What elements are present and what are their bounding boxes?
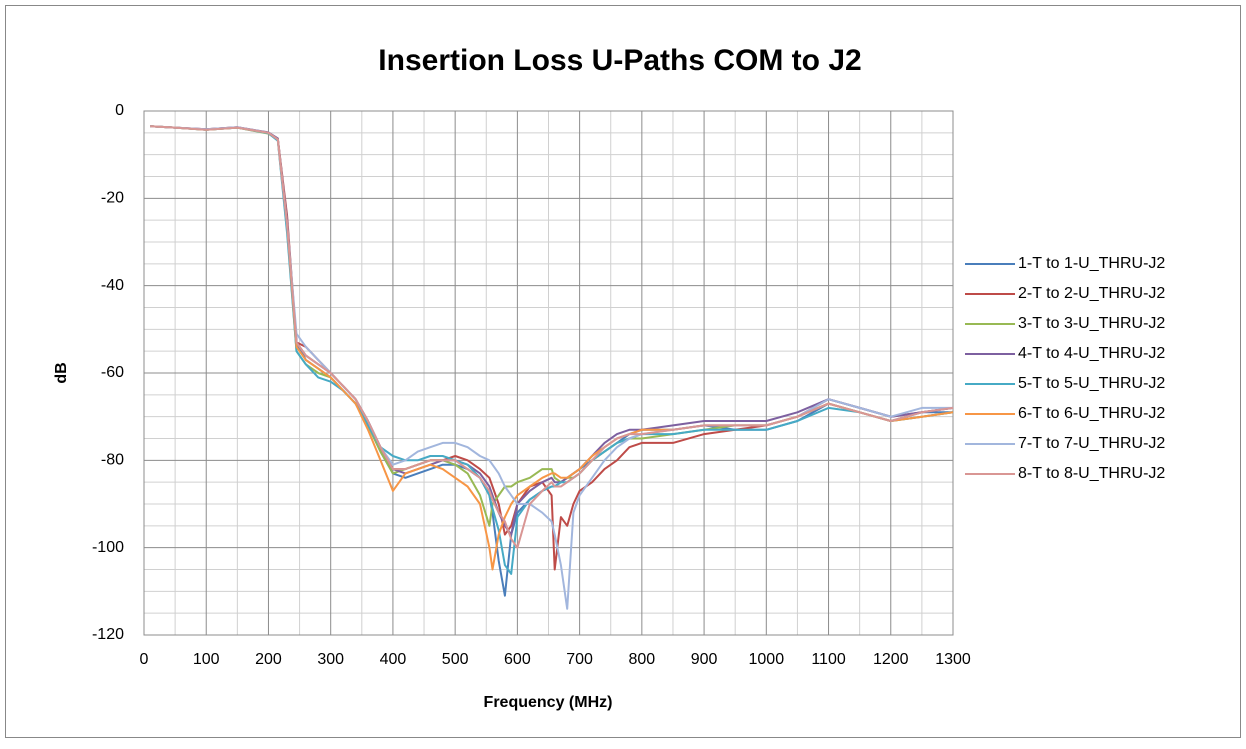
- x-tick-label: 700: [566, 651, 593, 668]
- y-axis-label: dB: [53, 362, 70, 383]
- y-tick-label: -120: [92, 626, 124, 643]
- legend-label: 6-T to 6-U_THRU-J2: [1018, 405, 1165, 422]
- x-tick-label: 600: [504, 651, 531, 668]
- legend-label: 2-T to 2-U_THRU-J2: [1018, 285, 1165, 302]
- legend: 1-T to 1-U_THRU-J2 2-T to 2-U_THRU-J2 3-T …: [965, 255, 1165, 482]
- x-tick-label: 1000: [749, 651, 785, 668]
- y-tick-label: 0: [115, 102, 124, 119]
- chart-title: Insertion Loss U-Paths COM to J2: [378, 44, 861, 77]
- x-tick-label: 900: [691, 651, 718, 668]
- y-tick-label: -40: [101, 277, 124, 294]
- x-tick-label: 100: [193, 651, 220, 668]
- y-tick-label: -20: [101, 190, 124, 207]
- x-tick-label: 800: [628, 651, 655, 668]
- y-tick-label: -80: [101, 452, 124, 469]
- x-tick-label: 1100: [811, 651, 846, 668]
- legend-label: 4-T to 4-U_THRU-J2: [1018, 345, 1165, 362]
- tick-labels: 0 100 200 300 400 500 600 700 800 900 1000 1100 1200…: [92, 102, 971, 668]
- x-tick-label: 300: [317, 651, 344, 668]
- series-line: [150, 125, 954, 549]
- legend-label: 3-T to 3-U_THRU-J2: [1018, 315, 1165, 332]
- x-tick-label: 200: [255, 651, 282, 668]
- legend-label: 7-T to 7-U_THRU-J2: [1018, 435, 1165, 452]
- x-tick-label: 1300: [935, 651, 971, 668]
- y-tick-label: -60: [101, 364, 124, 381]
- x-axis-label: Frequency (MHz): [484, 694, 613, 711]
- y-tick-label: -100: [92, 539, 124, 556]
- plot-area-border: [143, 110, 954, 636]
- legend-label: 5-T to 5-U_THRU-J2: [1018, 375, 1165, 392]
- x-tick-label: 500: [442, 651, 469, 668]
- x-tick-label: 400: [380, 651, 407, 668]
- x-tick-label: 1200: [873, 651, 909, 668]
- legend-label: 8-T to 8-U_THRU-J2: [1018, 465, 1165, 482]
- plot-lines: [150, 125, 954, 610]
- chart-frame: [5, 5, 1241, 738]
- legend-label: 1-T to 1-U_THRU-J2: [1018, 255, 1165, 272]
- x-tick-label: 0: [140, 651, 149, 668]
- series-line: [150, 125, 954, 575]
